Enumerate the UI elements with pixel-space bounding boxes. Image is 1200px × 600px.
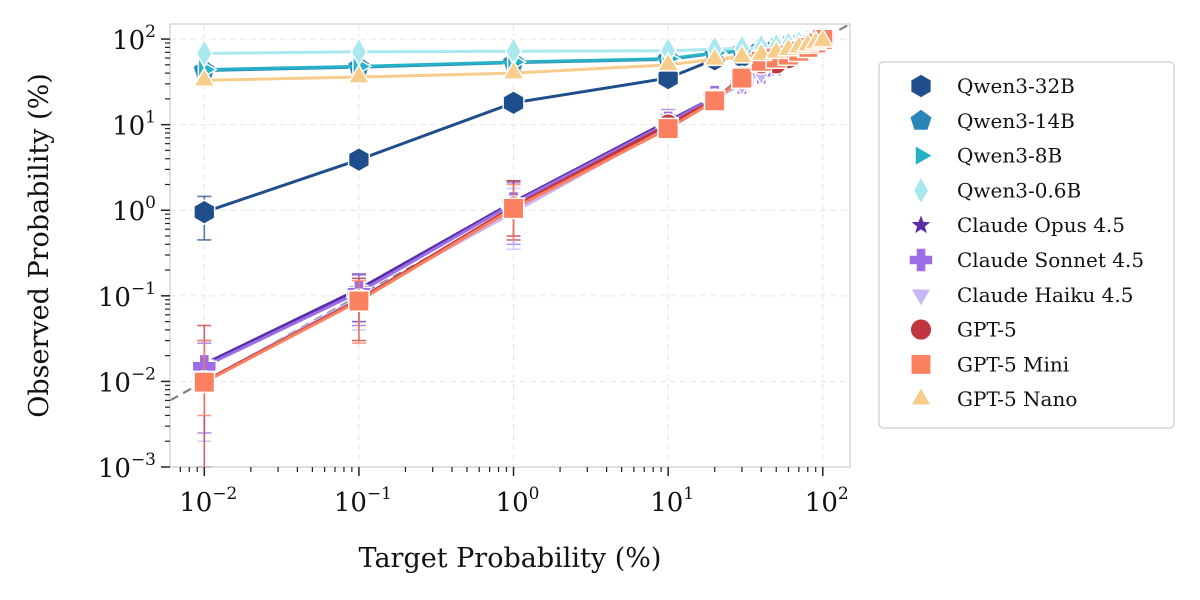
x-tick-label-0: 10−2: [179, 484, 237, 518]
legend-marker: [908, 247, 934, 273]
x-axis-label: Target Probability (%): [359, 543, 662, 574]
legend-marker: [912, 175, 930, 206]
legend-item-claude-opus-4-5: Claude Opus 4.5: [907, 211, 1125, 237]
legend-label: Claude Opus 4.5: [957, 213, 1125, 237]
legend-item-qwen3-32b: Qwen3-32B: [909, 73, 1075, 99]
legend-item-qwen3-8b: Qwen3-8B: [914, 143, 1062, 168]
x-tick-label-3: 101: [650, 484, 694, 518]
legend-marker: [914, 143, 935, 168]
y-tick-label-0: 10−3: [98, 450, 156, 484]
legend: Qwen3-32B Qwen3-14B Qwen3-8B Qwen3-0.6B Clau…: [878, 61, 1175, 429]
legend-marker: [909, 73, 933, 99]
legend-label: Claude Haiku 4.5: [957, 283, 1133, 307]
legend-item-claude-haiku-4-5: Claude Haiku 4.5: [909, 283, 1133, 309]
data-point: [730, 43, 754, 64]
legend-label: GPT-5: [957, 318, 1017, 342]
data-point: [347, 146, 371, 173]
data-point: [347, 290, 370, 312]
legend-label: Qwen3-0.6B: [957, 178, 1081, 202]
legend-marker: [909, 288, 933, 309]
legend-marker: [907, 211, 935, 237]
legend-item-gpt-5-mini: GPT-5 Mini: [910, 352, 1069, 376]
legend-marker: [909, 318, 933, 342]
series-layer: [190, 24, 837, 468]
legend-label: Qwen3-14B: [957, 109, 1075, 133]
data-point: [811, 27, 835, 48]
data-point: [502, 89, 525, 116]
data-point: [703, 45, 727, 67]
legend-item-gpt-5-nano: GPT-5 Nano: [909, 385, 1077, 411]
data-point: [657, 65, 680, 91]
data-point: [193, 371, 216, 394]
plot-frame: [169, 23, 851, 468]
legend-item-qwen3-0-6b: Qwen3-0.6B: [912, 175, 1081, 206]
y-tick-label-1: 10−2: [98, 364, 156, 398]
legend-item-gpt-5: GPT-5: [909, 318, 1017, 342]
legend-item-claude-sonnet-4-5: Claude Sonnet 4.5: [908, 247, 1144, 273]
legend-marker: [908, 107, 934, 132]
axis-ticks: 10−2 10−1 100 101 102 10−3 10−2 10−1 100 101 102: [98, 22, 849, 518]
series-gpt-5-nano: [192, 27, 835, 88]
y-tick-label-2: 10−1: [98, 279, 156, 313]
y-tick-label-4: 101: [112, 108, 156, 142]
grid-lines: [170, 24, 850, 468]
data-point: [703, 89, 726, 112]
legend-label: GPT-5 Nano: [957, 387, 1077, 411]
y-tick-label-5: 102: [112, 22, 156, 56]
legend-label: Qwen3-8B: [957, 144, 1062, 168]
legend-label: Claude Sonnet 4.5: [957, 248, 1144, 272]
legend-label: GPT-5 Mini: [957, 352, 1069, 376]
data-point: [501, 59, 526, 80]
data-point: [657, 117, 680, 140]
legend-marker: [910, 353, 932, 376]
data-point: [656, 51, 680, 72]
legend-label: Qwen3-32B: [957, 74, 1075, 98]
data-point: [347, 63, 371, 84]
data-point: [193, 199, 216, 226]
data-point: [502, 197, 525, 220]
y-axis-label: Observed Probability (%): [24, 73, 55, 418]
x-tick-label-2: 100: [496, 484, 540, 518]
legend-item-qwen3-14b: Qwen3-14B: [908, 107, 1075, 133]
data-point: [192, 66, 216, 88]
x-tick-label-1: 10−1: [334, 484, 392, 518]
legend-box: [878, 61, 1175, 429]
x-tick-label-4: 102: [805, 484, 849, 518]
y-tick-label-3: 100: [112, 193, 156, 227]
data-point: [730, 67, 753, 90]
legend-marker: [909, 385, 933, 406]
